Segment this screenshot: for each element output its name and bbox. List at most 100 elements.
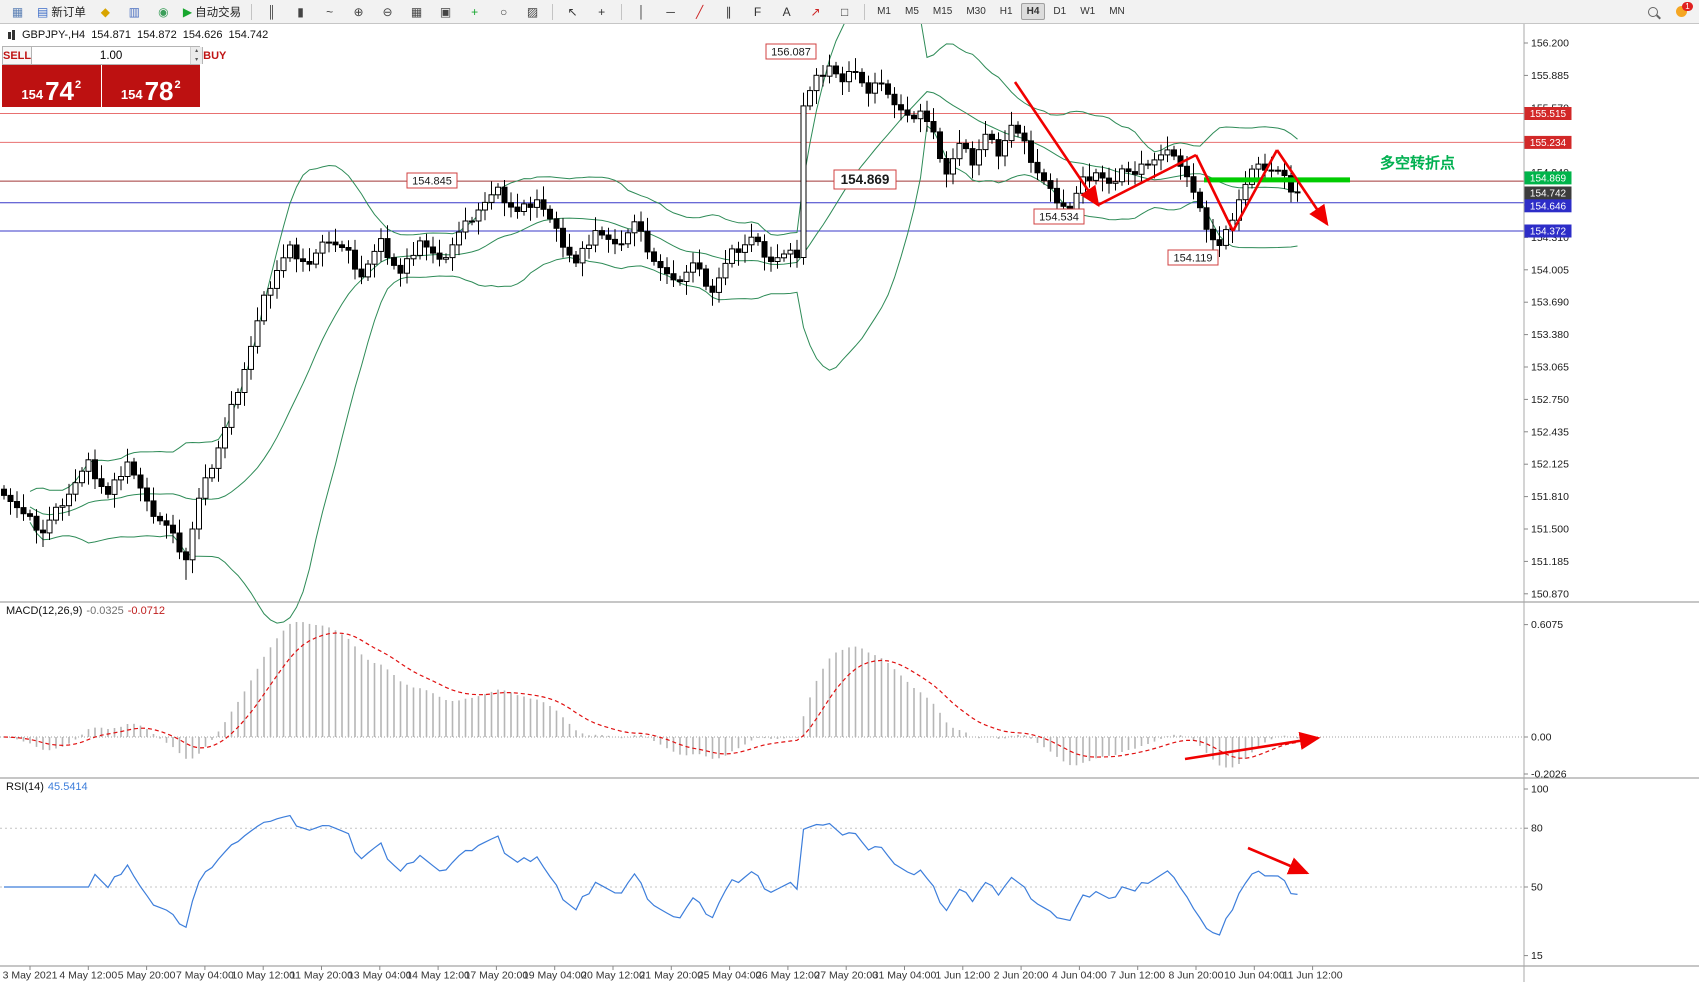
svg-text:2 Jun 20:00: 2 Jun 20:00 (994, 970, 1049, 982)
volume-input[interactable] (32, 47, 191, 64)
scripts-icon[interactable]: ◆ (92, 1, 119, 22)
bars-chart-icon-glyph: ║ (267, 4, 276, 19)
price-annotation-box (1167, 249, 1219, 266)
cursor-icon[interactable]: ↖ (559, 1, 586, 22)
navigator-icon-glyph: ◉ (158, 4, 169, 19)
one-click-top-row: SELL ▴ ▾ BUY (2, 46, 226, 65)
templates-icon[interactable]: ▨ (519, 1, 546, 22)
volume-decrease-button[interactable]: ▾ (191, 55, 203, 64)
line-chart-icon[interactable]: ~ (316, 1, 343, 22)
equidistant-channel-icon[interactable]: ∥ (715, 1, 742, 22)
data-window-icon-glyph: ▣ (439, 4, 452, 19)
sell-button[interactable]: 154 74 2 (2, 65, 101, 107)
svg-text:152.435: 152.435 (1531, 426, 1569, 438)
timeframe-m15[interactable]: M15 (932, 6, 953, 17)
tile-windows-icon[interactable]: ▦ (403, 1, 430, 22)
svg-text:4 Jun 04:00: 4 Jun 04:00 (1052, 970, 1107, 982)
rsi-value: 45.5414 (47, 781, 88, 793)
timeframe-d1[interactable]: D1 (1053, 6, 1067, 17)
price-annotation-box (406, 172, 458, 189)
svg-text:21 May 20:00: 21 May 20:00 (639, 970, 703, 982)
buy-label[interactable]: BUY (203, 49, 227, 62)
market-watch-icon[interactable]: ▥ (121, 1, 148, 22)
candlestick-icon (7, 29, 16, 41)
sell-price-big-figure: 154 (21, 87, 44, 102)
chart-annotations[interactable]: 156.087 154.845 154.869 154.534 154.119 多空转折点 (406, 43, 1455, 266)
candles-chart-icon-glyph: ▮ (297, 4, 304, 19)
line-chart-icon-glyph: ~ (326, 4, 334, 19)
svg-text:17 May 20:00: 17 May 20:00 (465, 970, 529, 982)
svg-text:1 Jun 12:00: 1 Jun 12:00 (935, 970, 990, 982)
notification-badge: 1 (1682, 2, 1693, 11)
price-annotation-text: 154.845 (412, 176, 452, 188)
ohlc-open: 154.871 (91, 29, 131, 41)
svg-text:151.810: 151.810 (1531, 491, 1569, 503)
toolbar: ▦ ▤ 新订单 ◆ ▥ ◉ ▶ 自动交易 ║ ▮ ~ ⊕ ⊖ ▦ ▣ + ○ ▨ ↖ + │ ─ ╱ ∥ F A ↗ □ M1 M5 M15… (0, 0, 1699, 24)
buy-price-pips: 78 (144, 76, 174, 106)
crosshair-icon[interactable]: + (588, 1, 615, 22)
timeframe-h1[interactable]: H1 (999, 6, 1013, 17)
price-annotation-text: 154.869 (841, 172, 890, 187)
time-axis[interactable]: 3 May 2021 4 May 12:00 5 May 20:00 7 May 04… (3, 966, 1343, 982)
new-chart-icon[interactable]: ▦ (4, 1, 31, 22)
svg-text:154.869: 154.869 (1530, 173, 1567, 184)
horizontal-line-icon[interactable]: ─ (657, 1, 684, 22)
svg-text:26 May 12:00: 26 May 12:00 (756, 970, 820, 982)
horizontal-level-lines[interactable] (0, 113, 1524, 232)
data-window-icon[interactable]: ▣ (432, 1, 459, 22)
trendline-icon[interactable]: ╱ (686, 1, 713, 22)
rsi-name: RSI(14) (6, 781, 44, 793)
timeframe-mn[interactable]: MN (1109, 6, 1125, 17)
svg-text:155.234: 155.234 (1530, 138, 1567, 149)
buy-button[interactable]: 154 78 2 (101, 65, 200, 107)
autotrade-button[interactable]: ▶ 自动交易 (179, 1, 245, 22)
shapes-icon-glyph: □ (840, 4, 849, 19)
turning-point-note: 多空转折点 (1380, 154, 1455, 172)
toolbar-separator (251, 3, 253, 20)
price-annotation-box (833, 169, 897, 190)
svg-text:153.065: 153.065 (1531, 362, 1569, 374)
shapes-icon[interactable]: □ (831, 1, 858, 22)
svg-text:15: 15 (1531, 950, 1543, 962)
timeframe-m5[interactable]: M5 (904, 6, 919, 17)
notification-icon[interactable]: 1 (1668, 1, 1695, 22)
bars-chart-icon[interactable]: ║ (258, 1, 285, 22)
navigator-icon[interactable]: ◉ (150, 1, 177, 22)
svg-text:0.00: 0.00 (1531, 732, 1552, 744)
trend-arrows[interactable] (1013, 81, 1329, 875)
svg-text:27 May 20:00: 27 May 20:00 (814, 970, 878, 982)
tile-windows-icon-glyph: ▦ (410, 4, 423, 19)
svg-text:151.500: 151.500 (1531, 524, 1569, 536)
timeframe-w1[interactable]: W1 (1080, 6, 1096, 17)
svg-text:7 Jun 12:00: 7 Jun 12:00 (1110, 970, 1165, 982)
zoom-out-icon[interactable]: ⊖ (374, 1, 401, 22)
arrows-icon[interactable]: ↗ (802, 1, 829, 22)
vertical-line-icon[interactable]: │ (628, 1, 655, 22)
new-order-button[interactable]: ▤ 新订单 (33, 1, 90, 22)
bollinger-bands (29, 0, 1298, 624)
text-icon[interactable]: A (773, 1, 800, 22)
svg-text:13 May 04:00: 13 May 04:00 (348, 970, 412, 982)
periods-icon[interactable]: ○ (490, 1, 517, 22)
ohlc-low: 154.626 (182, 29, 223, 41)
trendline-icon-glyph: ╱ (695, 4, 704, 19)
indicators-icon[interactable]: + (461, 1, 488, 22)
svg-text:5 May 20:00: 5 May 20:00 (118, 970, 176, 982)
price-scale[interactable]: 156.200155.885155.570155.255154.940154.6… (1523, 24, 1572, 982)
timeframe-h4[interactable]: H4 (1020, 3, 1046, 20)
macd-name: MACD(12,26,9) (6, 605, 83, 617)
timeframe-m1[interactable]: M1 (877, 6, 891, 17)
horizontal-line-icon-glyph: ─ (666, 4, 675, 19)
search-icon[interactable] (1639, 1, 1666, 22)
sell-label[interactable]: SELL (3, 49, 32, 62)
svg-text:153.380: 153.380 (1531, 329, 1569, 341)
volume-field[interactable]: ▴ ▾ (31, 47, 204, 64)
zoom-in-icon[interactable]: ⊕ (345, 1, 372, 22)
new-order-icon: ▤ (37, 4, 49, 19)
macd-main-value: -0.0325 (86, 605, 124, 617)
fibonacci-icon[interactable]: F (744, 1, 771, 22)
timeframe-m30[interactable]: M30 (966, 6, 986, 17)
candles-chart-icon[interactable]: ▮ (287, 1, 314, 22)
volume-increase-button[interactable]: ▴ (191, 47, 203, 56)
